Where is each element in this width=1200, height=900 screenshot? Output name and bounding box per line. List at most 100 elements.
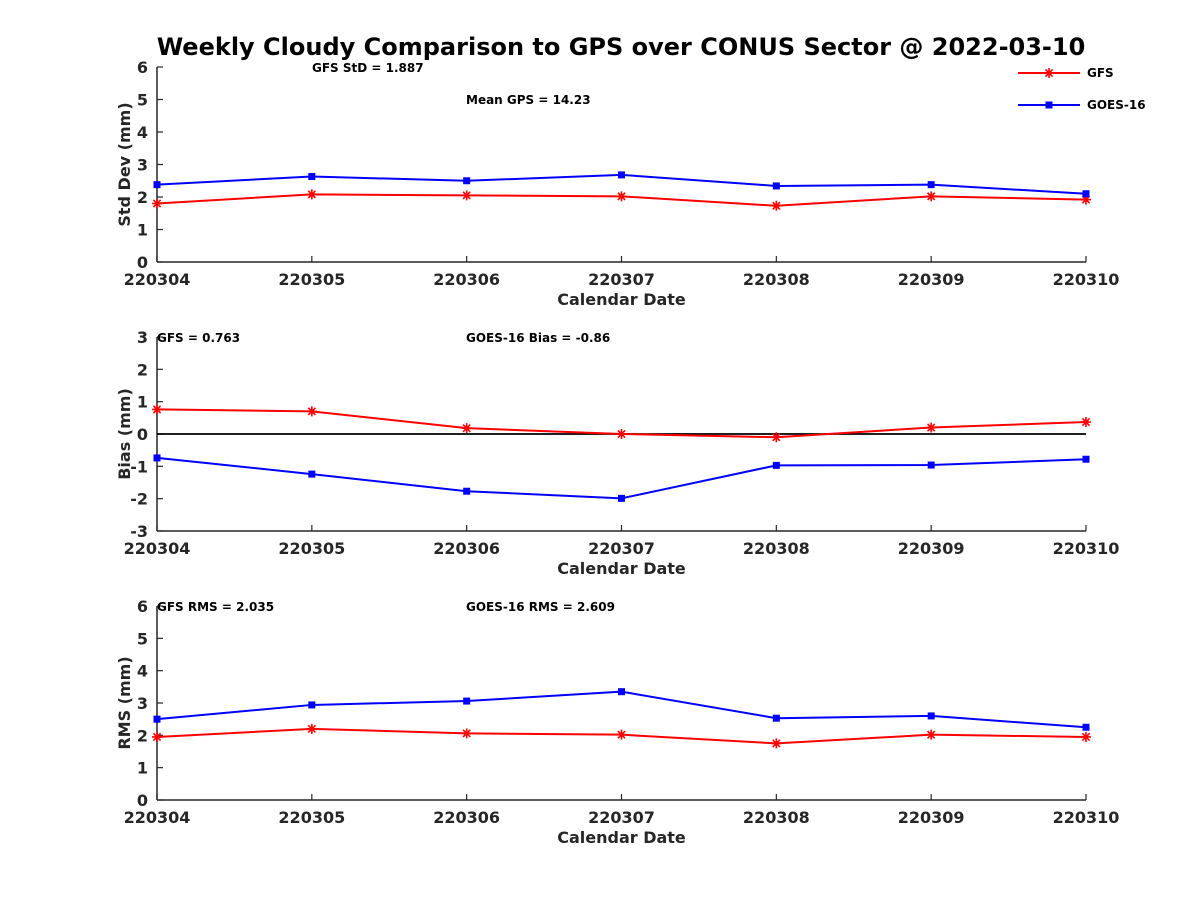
data-point-marker [1081,731,1091,742]
data-point-marker [308,173,316,181]
data-point-marker [1081,417,1091,428]
data-point-marker [1082,455,1090,463]
x-tick-label: 220309 [898,539,965,558]
x-tick-label: 220308 [743,539,810,558]
series-gfs [152,404,1091,443]
data-point-marker [306,406,317,417]
series-goes-16 [153,454,1090,502]
x-tick-label: 220306 [433,270,500,289]
legend-marker [1044,68,1054,78]
data-point-marker [308,470,316,478]
annotation-2: GOES-16 RMS = 2.609 [466,600,615,614]
series-goes-16 [153,688,1090,731]
y-axis-label: Std Dev (mm) [115,102,134,226]
data-point-marker [772,714,780,722]
y-tick-label: 2 [137,726,148,745]
data-point-marker [927,712,935,720]
data-point-marker [461,190,472,201]
x-axis-label: Calendar Date [557,290,686,309]
data-point-marker [772,182,780,190]
series-goes-16 [153,171,1090,198]
data-point-marker [926,729,937,740]
series-gfs [152,723,1091,749]
x-tick-label: 220310 [1053,808,1120,827]
series-gfs [152,189,1091,211]
panel-1: 0 1 2 3 4 5 6 220304 220305 220306 220307 220308 220… [115,58,1119,309]
y-tick-label: 1 [137,759,148,778]
x-tick-label: 220308 [743,270,810,289]
y-axis-label: Bias (mm) [115,388,134,480]
annotation-1: GFS = 0.763 [157,331,240,345]
data-point-marker [616,191,627,202]
y-tick-label: 3 [137,156,148,175]
x-tick-label: 220304 [124,539,191,558]
data-point-marker [926,191,937,202]
x-tick-label: 220307 [588,808,655,827]
x-tick-label: 220305 [278,539,345,558]
y-tick-label: 4 [137,123,148,142]
y-tick-label: 6 [137,597,148,616]
data-point-marker [772,461,780,469]
y-tick-label: 2 [137,360,148,379]
y-tick-label: 4 [137,662,148,681]
legend-marker [1045,101,1053,109]
annotation-1: GFS RMS = 2.035 [157,600,274,614]
y-tick-label: 2 [137,188,148,207]
data-point-marker [153,715,161,723]
data-point-marker [1081,194,1091,205]
data-point-marker [463,177,471,185]
data-point-marker [927,181,935,189]
data-point-marker [618,494,625,502]
data-point-marker [152,198,162,209]
data-point-marker [616,729,627,740]
data-point-marker [152,731,162,742]
data-point-marker [926,422,937,433]
y-tick-label: 5 [137,629,148,648]
x-tick-label: 220310 [1053,270,1120,289]
x-tick-label: 220310 [1053,539,1120,558]
y-tick-label: 1 [137,221,148,240]
data-point-marker [771,200,782,211]
x-tick-label: 220306 [433,808,500,827]
data-point-marker [1082,723,1090,731]
x-tick-label: 220309 [898,270,965,289]
legend-label: GFS [1087,66,1114,80]
x-tick-label: 220307 [588,539,655,558]
data-point-marker [153,181,161,189]
data-point-marker [306,723,317,734]
y-tick-label: 6 [137,58,148,77]
y-tick-label: -2 [130,490,148,509]
x-tick-label: 220305 [278,808,345,827]
data-point-marker [616,429,627,439]
data-point-marker [618,688,625,696]
y-tick-label: 0 [137,425,148,444]
data-point-marker [618,171,625,179]
data-point-marker [463,487,471,495]
y-tick-label: 0 [137,791,148,810]
x-tick-label: 220305 [278,270,345,289]
data-point-marker [152,404,162,415]
legend-entry-goes-16: GOES-16 [1018,98,1146,112]
y-tick-label: 0 [137,253,148,272]
x-tick-label: 220306 [433,539,500,558]
y-tick-label: -3 [130,522,148,541]
data-point-marker [771,738,782,749]
legend-label: GOES-16 [1087,98,1146,112]
chart-title: Weekly Cloudy Comparison to GPS over CON… [157,33,1086,61]
data-point-marker [308,701,316,709]
data-point-marker [1082,190,1090,198]
y-tick-label: 3 [137,694,148,713]
annotation-2: Mean GPS = 14.23 [466,93,591,107]
panel-3: 0 1 2 3 4 5 6 220304 220305 220306 220307 220308 220… [115,597,1119,847]
x-tick-label: 220304 [124,270,191,289]
y-tick-label: 3 [137,328,148,347]
x-tick-label: 220307 [588,270,655,289]
data-point-marker [461,728,472,739]
data-point-marker [153,454,161,462]
legend: GFS GOES-16 [1018,66,1146,112]
panel-2: -3 -2 -1 0 1 2 3 220304 220305 220306 220307 220308… [115,328,1119,578]
y-tick-label: 1 [137,393,148,412]
